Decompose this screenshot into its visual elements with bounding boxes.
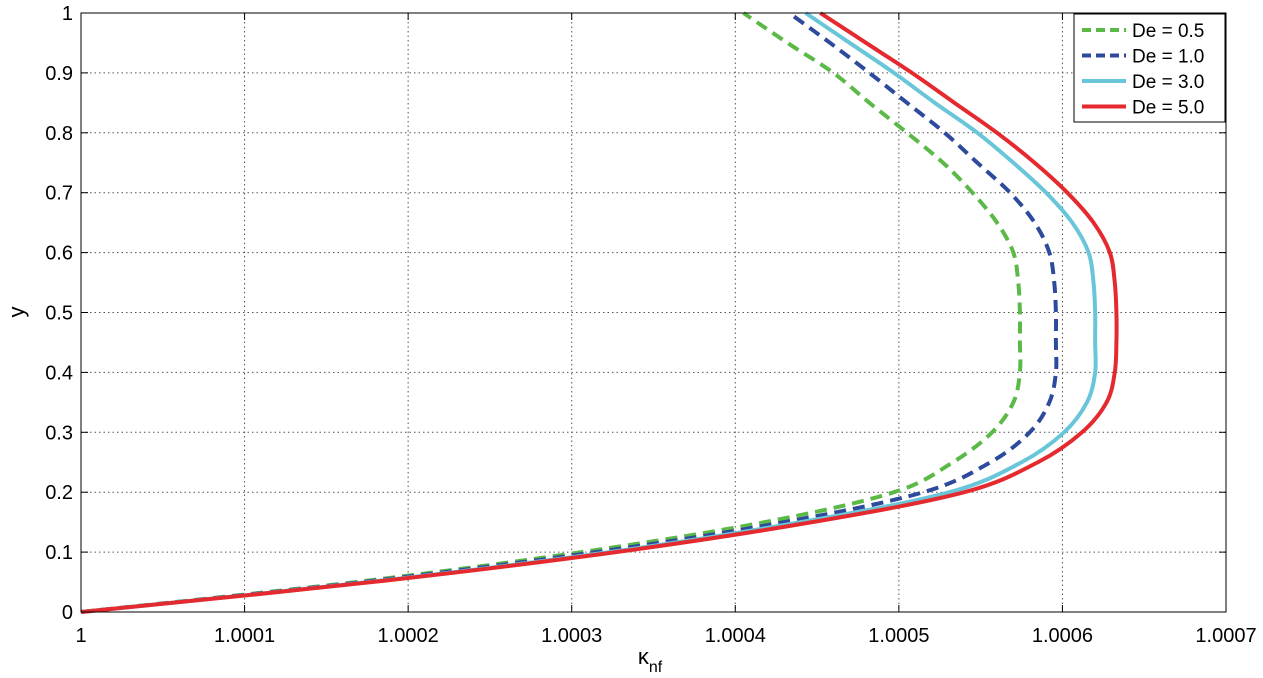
x-tick-label: 1	[75, 625, 86, 647]
y-tick-label: 0.3	[45, 422, 73, 444]
y-tick-label: 0.2	[45, 482, 73, 504]
y-tick-label: 0.5	[45, 303, 73, 325]
grid	[81, 13, 1226, 612]
legend-label: De = 3.0	[1132, 72, 1204, 93]
x-tick-label: 1.0001	[214, 625, 275, 647]
y-tick-label: 0	[62, 602, 73, 624]
y-tick-label: 1	[62, 3, 73, 25]
y-tick-label: 0.9	[45, 63, 73, 85]
x-tick-label: 1.0005	[868, 625, 929, 647]
series-line-4	[80, 11, 1119, 614]
x-tick-label: 1.0006	[1032, 625, 1093, 647]
legend-label: De = 1.0	[1132, 47, 1204, 68]
y-tick-label: 0.8	[45, 123, 73, 145]
legend-label: De = 0.5	[1132, 21, 1204, 42]
y-tick-labels: 0 0.1 0.2 0.3 0.4 0.5 0.6 0.7 0.8 0.9 1	[45, 3, 73, 624]
y-tick-label: 0.6	[45, 243, 73, 265]
x-axis-label: κnf	[638, 644, 663, 676]
x-tick-label: 1.0004	[705, 625, 766, 647]
x-tick-label: 1.0003	[541, 625, 602, 647]
legend: De = 0.5 De = 1.0 De = 3.0 De = 5.0	[1073, 13, 1226, 123]
x-tick-labels: 1 1.0001 1.0002 1.0003 1.0004 1.0005 1.0006 1.0…	[75, 625, 1256, 647]
x-tick-label: 1.0002	[378, 625, 439, 647]
x-tick-label: 1.0007	[1195, 625, 1256, 647]
y-tick-label: 0.4	[45, 362, 73, 384]
legend-label: De = 5.0	[1132, 98, 1204, 119]
y-axis-label: y	[4, 307, 29, 318]
series-line-1	[80, 11, 1023, 614]
series-group	[80, 11, 1119, 614]
y-tick-label: 0.1	[45, 542, 73, 564]
y-tick-label: 0.7	[45, 183, 73, 205]
